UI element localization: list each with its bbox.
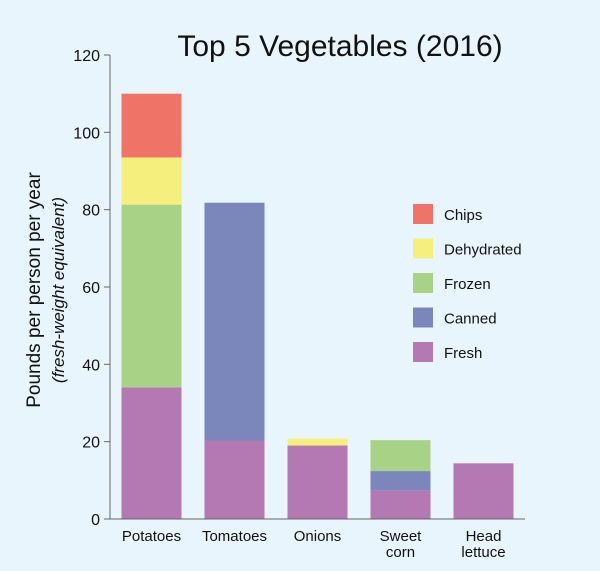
legend-label: Fresh	[444, 345, 482, 362]
y-tick-label: 0	[91, 512, 100, 529]
legend-label: Canned	[444, 311, 497, 328]
legend-label: Chips	[444, 207, 482, 224]
y-axis-title: Pounds per person per year (fresh-weight…	[24, 172, 68, 408]
bar-segment-frozen	[121, 204, 182, 388]
y-tick-label: 80	[82, 203, 100, 220]
legend-swatch	[413, 342, 433, 362]
x-tick-label: Head lettuce	[461, 528, 505, 561]
y-tick-label: 120	[73, 48, 100, 65]
bar-segment-fresh	[121, 387, 182, 519]
legend-item-dehydrated: Dehydrated	[413, 238, 522, 259]
y-axis: 0 20 40 60 80 100 120	[73, 48, 111, 529]
bar-segment-fresh	[287, 445, 348, 519]
y-axis-sublabel: (fresh-weight equivalent)	[49, 197, 68, 383]
legend-item-canned: Canned	[413, 307, 497, 328]
y-tick-label: 100	[73, 125, 100, 142]
x-tick-label: Potatoes	[122, 528, 181, 545]
chart-title: Top 5 Vegetables (2016)	[177, 30, 502, 63]
bars	[121, 93, 514, 519]
legend-label: Frozen	[444, 276, 491, 293]
bar-segment-fresh	[204, 440, 265, 519]
bar-segment-fresh	[370, 490, 431, 519]
legend-swatch	[413, 273, 433, 293]
bar-segment-canned	[370, 471, 431, 491]
bar-segment-fresh	[453, 463, 514, 519]
bar-segment-dehydrated	[287, 438, 348, 446]
bar-segment-canned	[204, 202, 265, 441]
legend-swatch	[413, 238, 433, 259]
x-axis: Potatoes Tomatoes Onions Sweet corn Head lettu…	[110, 518, 525, 561]
x-tick-label: Tomatoes	[202, 528, 267, 545]
y-tick-label: 40	[82, 357, 100, 374]
bar-segment-frozen	[370, 440, 431, 472]
bar-segment-dehydrated	[121, 157, 182, 205]
y-tick-label: 20	[82, 435, 100, 452]
y-axis-label: Pounds per person per year	[24, 172, 45, 408]
legend-swatch	[413, 307, 433, 328]
x-tick-label: Sweet corn	[380, 528, 423, 561]
bar-segment-chips	[121, 93, 182, 158]
legend-item-chips: Chips	[413, 204, 482, 224]
legend-item-fresh: Fresh	[413, 342, 482, 362]
y-tick-label: 60	[82, 280, 100, 297]
legend-label: Dehydrated	[444, 242, 522, 259]
x-tick-label: Onions	[294, 528, 342, 545]
legend-item-frozen: Frozen	[413, 273, 491, 293]
legend-swatch	[413, 204, 433, 224]
legend: Chips Dehydrated Frozen Canned Fresh	[413, 204, 522, 362]
